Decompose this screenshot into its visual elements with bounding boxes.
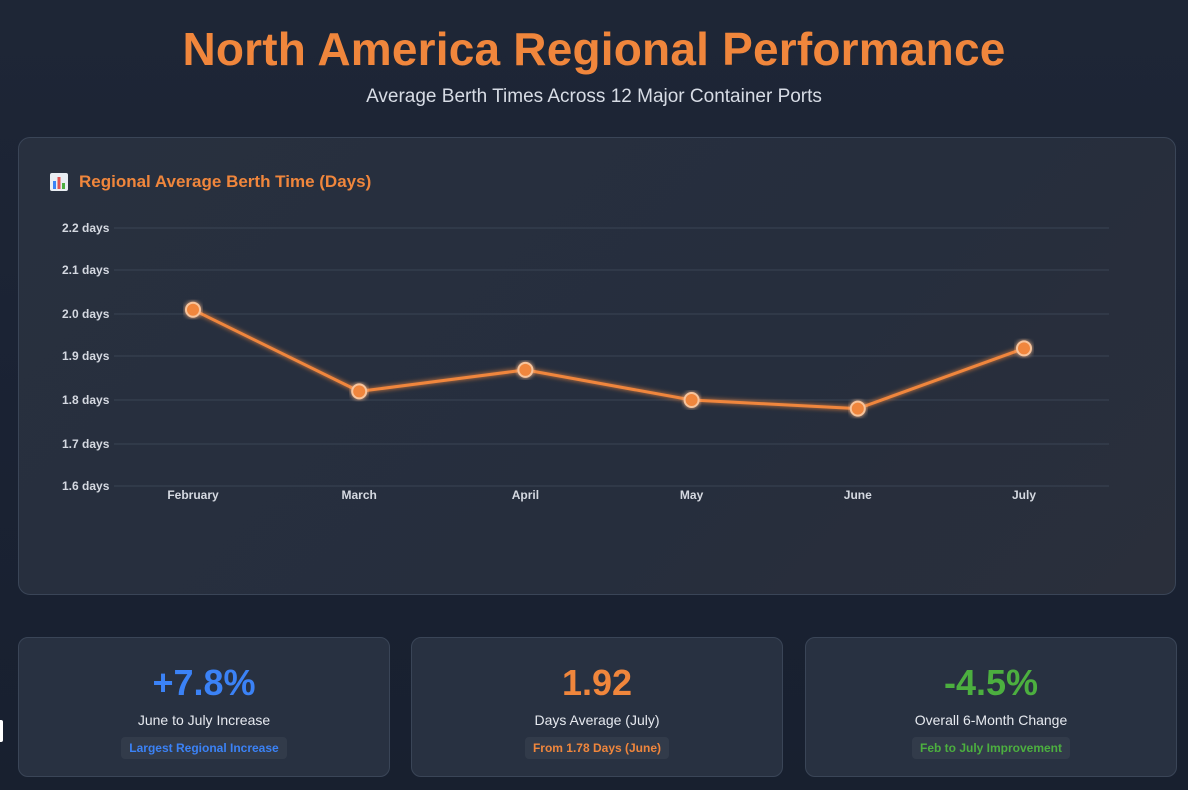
x-tick-label: July (1012, 488, 1036, 502)
data-point (849, 400, 866, 417)
stat-card-increase: +7.8% June to July Increase Largest Regi… (18, 637, 390, 777)
chart-card: 2.2 days 2.1 days 2.0 days 1.9 days 1.8 days… (18, 137, 1176, 595)
chart-title: Regional Average Berth Time (Days) (79, 172, 372, 191)
bar-chart-icon (50, 173, 68, 191)
y-tick-label: 2.0 days (62, 307, 110, 321)
stat-badge-change: Feb to July Improvement (911, 737, 1071, 759)
stat-card-change: -4.5% Overall 6-Month Change Feb to July… (805, 637, 1177, 777)
stat-value-average: 1.92 (561, 662, 633, 703)
stat-label-average: Days Average (July) (534, 712, 660, 728)
y-tick-label: 1.8 days (62, 393, 110, 407)
stat-badge-average: From 1.78 Days (June) (524, 737, 670, 759)
stat-value-change: -4.5% (943, 662, 1039, 703)
x-tick-label: April (512, 488, 539, 502)
page-title: North America Regional Performance (182, 23, 1006, 75)
y-tick-label: 2.2 days (62, 221, 110, 235)
window-edge-handle (0, 720, 3, 742)
x-tick-label: May (680, 488, 704, 502)
y-tick-label: 1.7 days (62, 437, 110, 451)
y-tick-label: 1.9 days (62, 349, 110, 363)
data-point (683, 392, 700, 408)
x-tick-label: February (167, 488, 219, 502)
stat-label-increase: June to July Increase (137, 712, 271, 728)
y-tick-label: 1.6 days (62, 479, 110, 493)
series-line (192, 308, 1025, 411)
stat-badge-increase: Largest Regional Increase (121, 737, 287, 759)
data-point (351, 383, 368, 400)
data-point (1016, 340, 1032, 357)
x-tick-label: June (844, 488, 872, 502)
stat-card-average: 1.92 Days Average (July) From 1.78 Days … (411, 637, 783, 777)
chart-header: Regional Average Berth Time (Days) (49, 172, 371, 192)
y-tick-label: 2.1 days (62, 263, 110, 277)
page-subtitle: Average Berth Times Across 12 Major Cont… (366, 86, 822, 107)
data-point (185, 301, 201, 318)
line-chart: 2.2 days 2.1 days 2.0 days 1.9 days 1.8 days… (62, 221, 1109, 502)
stat-value-increase: +7.8% (152, 662, 256, 703)
data-point (517, 361, 534, 378)
stat-label-change: Overall 6-Month Change (914, 712, 1068, 728)
x-tick-label: March (342, 488, 377, 502)
